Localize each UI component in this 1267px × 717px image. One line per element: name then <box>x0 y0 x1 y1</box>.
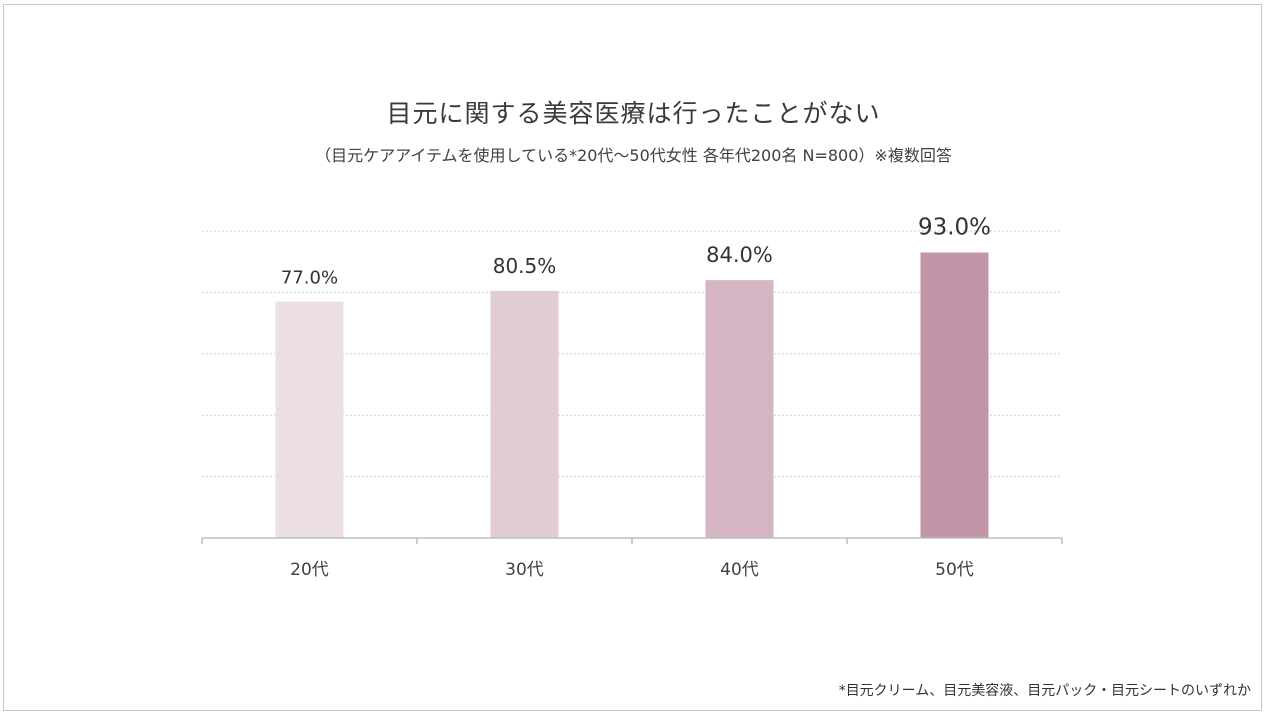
bar-30代 <box>490 290 559 538</box>
labels: 77.0% 20代 80.5% 30代 84.0% 40代 93.0% 50代 <box>281 214 991 580</box>
footnote: *目元クリーム、目元美容液、目元パック・目元シートのいずれか <box>838 683 1251 699</box>
chart-title: 目元に関する美容医療は行ったことがない <box>386 99 881 128</box>
x-tick-label: 50代 <box>935 560 974 580</box>
bar-20代 <box>275 301 344 538</box>
data-label: 93.0% <box>918 214 991 240</box>
data-label: 84.0% <box>706 243 773 267</box>
gridlines <box>202 230 1062 478</box>
bar-40代 <box>705 280 774 538</box>
x-tick-label: 20代 <box>290 560 329 580</box>
data-label: 80.5% <box>493 254 557 278</box>
chart-frame <box>3 4 1262 711</box>
x-tick-label: 40代 <box>720 560 759 580</box>
data-label: 77.0% <box>281 268 338 289</box>
x-axis <box>201 537 1063 544</box>
bar-50代 <box>920 252 989 539</box>
x-tick-label: 30代 <box>505 560 544 580</box>
bars <box>275 252 989 539</box>
chart-subtitle: （目元ケアアイテムを使用している*20代〜50代女性 各年代200名 N=800… <box>315 146 952 165</box>
